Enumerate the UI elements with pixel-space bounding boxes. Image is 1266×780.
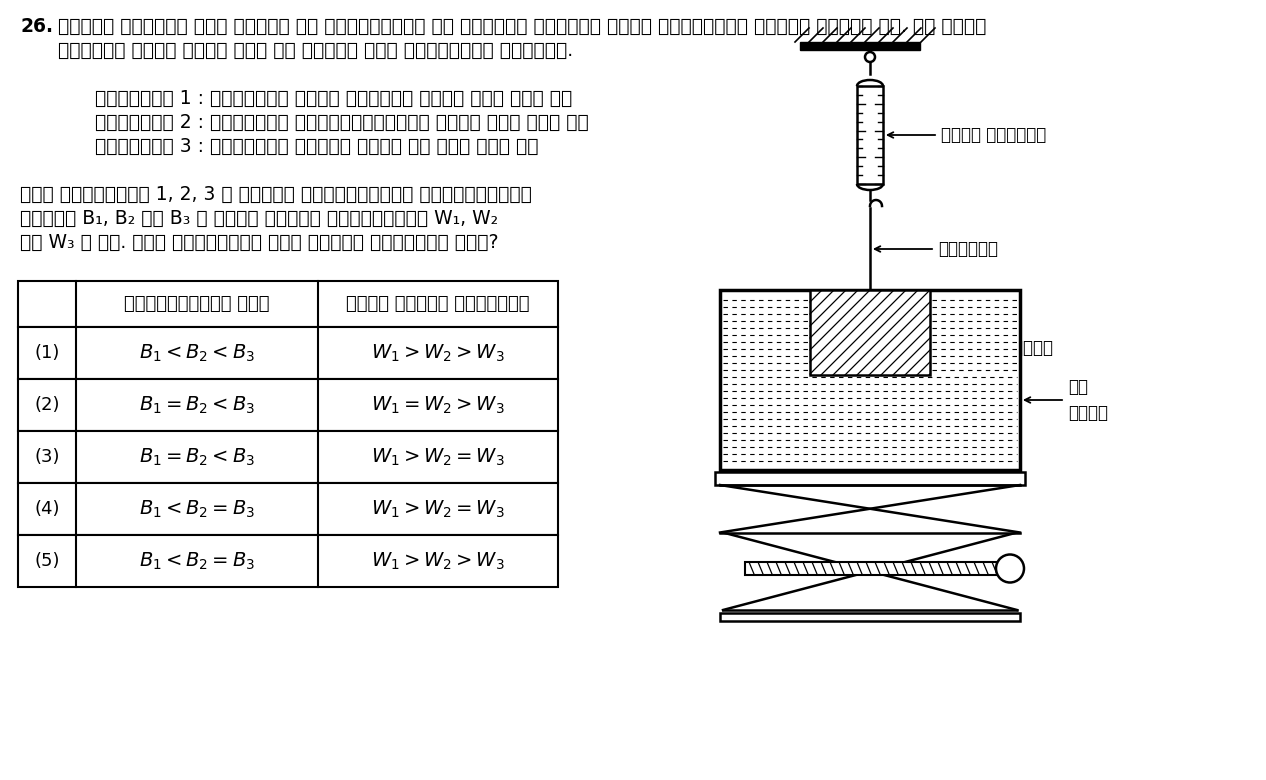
- Text: පිහිටුම 3 : කුටිටිය ඉකරයේ පතුල මත ඇති විට දී: පිහිටුම 3 : කුටිටිය ඉකරයේ පතුල මත ඇති වි…: [95, 137, 538, 156]
- Circle shape: [996, 555, 1024, 583]
- Text: $W_1 > W_2 = W_3$: $W_1 > W_2 = W_3$: [371, 498, 505, 519]
- Text: (3): (3): [34, 448, 60, 466]
- Bar: [744, 562, 1005, 575]
- Text: (4): (4): [34, 500, 60, 518]
- Bar: [18, 431, 558, 483]
- Bar: [715, 472, 1025, 485]
- Text: $W_1 > W_2 > W_3$: $W_1 > W_2 > W_3$: [371, 551, 505, 572]
- Text: (2): (2): [34, 396, 60, 414]
- Text: $B_1 = B_2 < B_3$: $B_1 = B_2 < B_3$: [139, 395, 254, 416]
- Text: දුනු තරාදිය: දුනු තරාදිය: [941, 126, 1046, 144]
- Bar: [720, 290, 1020, 470]
- Text: තන්තුව: තන්තුව: [938, 240, 998, 258]
- Text: (5): (5): [34, 552, 60, 570]
- Text: උත්භලාවකතා බලය: උත්භලාවකතා බලය: [124, 295, 270, 313]
- Text: ඏහත පිහිටුම් 1, 2, 3 ට අදාලව පිලිවේලින් උත්භලාවකතා: ඏහත පිහිටුම් 1, 2, 3 ට අදාලව පිලිවේලින් …: [20, 185, 532, 204]
- Text: සහ W₃ ද වේ. ඇවා සම්බන්දව පහත කුමක් නිවාරදී වේද?: සහ W₃ ද වේ. ඇවා සම්බන්දව පහත කුමක් නිවාර…: [20, 233, 499, 252]
- Text: කුටිටිය: කුටිටිය: [982, 339, 1053, 356]
- Text: $W_1 > W_2 > W_3$: $W_1 > W_2 > W_3$: [371, 342, 505, 363]
- Bar: [18, 535, 558, 587]
- Text: $B_1 < B_2 = B_3$: $B_1 < B_2 = B_3$: [139, 551, 254, 572]
- Bar: [18, 379, 558, 431]
- Text: $B_1 < B_2 = B_3$: $B_1 < B_2 = B_3$: [139, 498, 254, 519]
- Text: $W_1 > W_2 = W_3$: $W_1 > W_2 = W_3$: [371, 446, 505, 468]
- Bar: [18, 327, 558, 379]
- Text: සේමේන් ඏහලට අසවන විට දී ලංබේන පහත පිහිටුම් සලකන්න.: සේමේන් ඏහලට අසවන විට දී ලංබේන පහත පිහිටු…: [58, 41, 573, 60]
- Bar: [810, 290, 931, 375]
- Bar: [18, 483, 558, 535]
- Bar: [800, 42, 920, 50]
- Text: $B_1 < B_2 < B_3$: $B_1 < B_2 < B_3$: [139, 342, 254, 363]
- Text: $B_1 = B_2 < B_3$: $B_1 = B_2 < B_3$: [139, 446, 254, 468]
- Text: ජල: ජල: [1069, 378, 1087, 396]
- Text: $W_1 = W_2 > W_3$: $W_1 = W_2 > W_3$: [371, 395, 505, 416]
- Text: www.EAT.lk: www.EAT.lk: [222, 316, 399, 344]
- Text: 26.: 26.: [20, 17, 53, 36]
- Text: තඹ: තඹ: [982, 309, 1003, 327]
- Text: පිහිටුම 2 : කුටිටිය සම්පූර්ණයේන් ගිලී ඇති විට දී: පිහිටුම 2 : කුටිටිය සම්පූර්ණයේන් ගිලී ඇත…: [95, 113, 589, 132]
- Text: පිහිටුම 1 : කුටිටිය අර්ද වවෂේන් ගිලී ඇති විට දී: පිහිටුම 1 : කුටිටිය අර්ද වවෂේන් ගිලී ඇති…: [95, 89, 572, 108]
- Circle shape: [865, 52, 875, 62]
- Bar: [18, 281, 558, 327]
- Text: බලයන් B₁, B₂ සහ B₃ ද දුනු තරාදී පාදාංකයන් W₁, W₂: බලයන් B₁, B₂ සහ B₃ ද දුනු තරාදී පාදාංකයන…: [20, 209, 498, 228]
- Bar: [857, 86, 882, 184]
- Text: ඉකරය: ඉකරය: [1069, 404, 1108, 422]
- Text: රුපයේ පෙන්වා ඇති පරිණි තඹ කුටිටියක් ජල ඉකරයකට ඏහලින් දුනු තරාදියක් මගින් ඇල්ලා ඇ: රුපයේ පෙන්වා ඇති පරිණි තඹ කුටිටියක් ජල ඉ…: [58, 17, 986, 36]
- Text: දුනු තරාදී පාදාංකය: දුනු තරාදී පාදාංකය: [346, 295, 529, 313]
- Text: (1): (1): [34, 344, 60, 362]
- Bar: [720, 613, 1020, 621]
